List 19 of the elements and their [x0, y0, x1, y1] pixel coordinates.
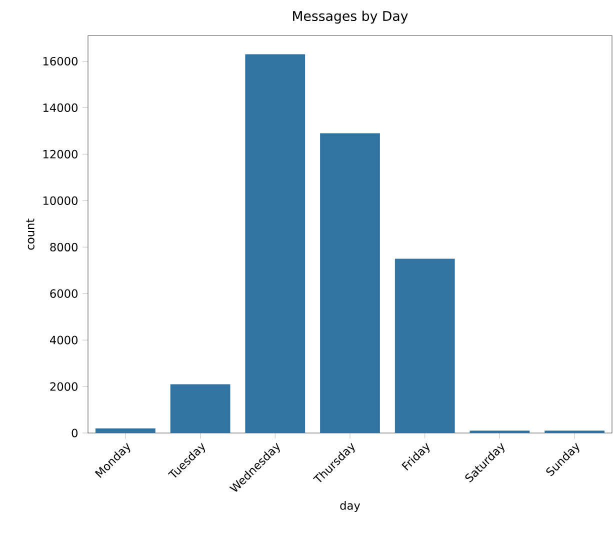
bar — [320, 133, 380, 434]
bar — [544, 430, 605, 434]
y-axis-title: count — [26, 218, 34, 250]
y-tick-label: 4000 — [50, 336, 78, 344]
bar — [470, 430, 530, 434]
y-tick-label: 0 — [72, 428, 78, 438]
y-tick-label: 2000 — [50, 382, 78, 391]
y-tick-label: 12000 — [43, 150, 78, 158]
bar — [245, 54, 306, 434]
y-tick-label: 16000 — [43, 56, 78, 66]
x-axis-title: day — [340, 501, 360, 512]
chart-title: Messages by Day — [293, 10, 408, 24]
y-tick-label: 6000 — [50, 289, 78, 298]
y-tick-label: 10000 — [43, 196, 78, 205]
y-tick-label: 8000 — [50, 242, 78, 252]
bar — [170, 384, 230, 434]
bar — [394, 258, 455, 434]
y-tick-label: 14000 — [43, 103, 78, 112]
bar — [95, 428, 156, 434]
